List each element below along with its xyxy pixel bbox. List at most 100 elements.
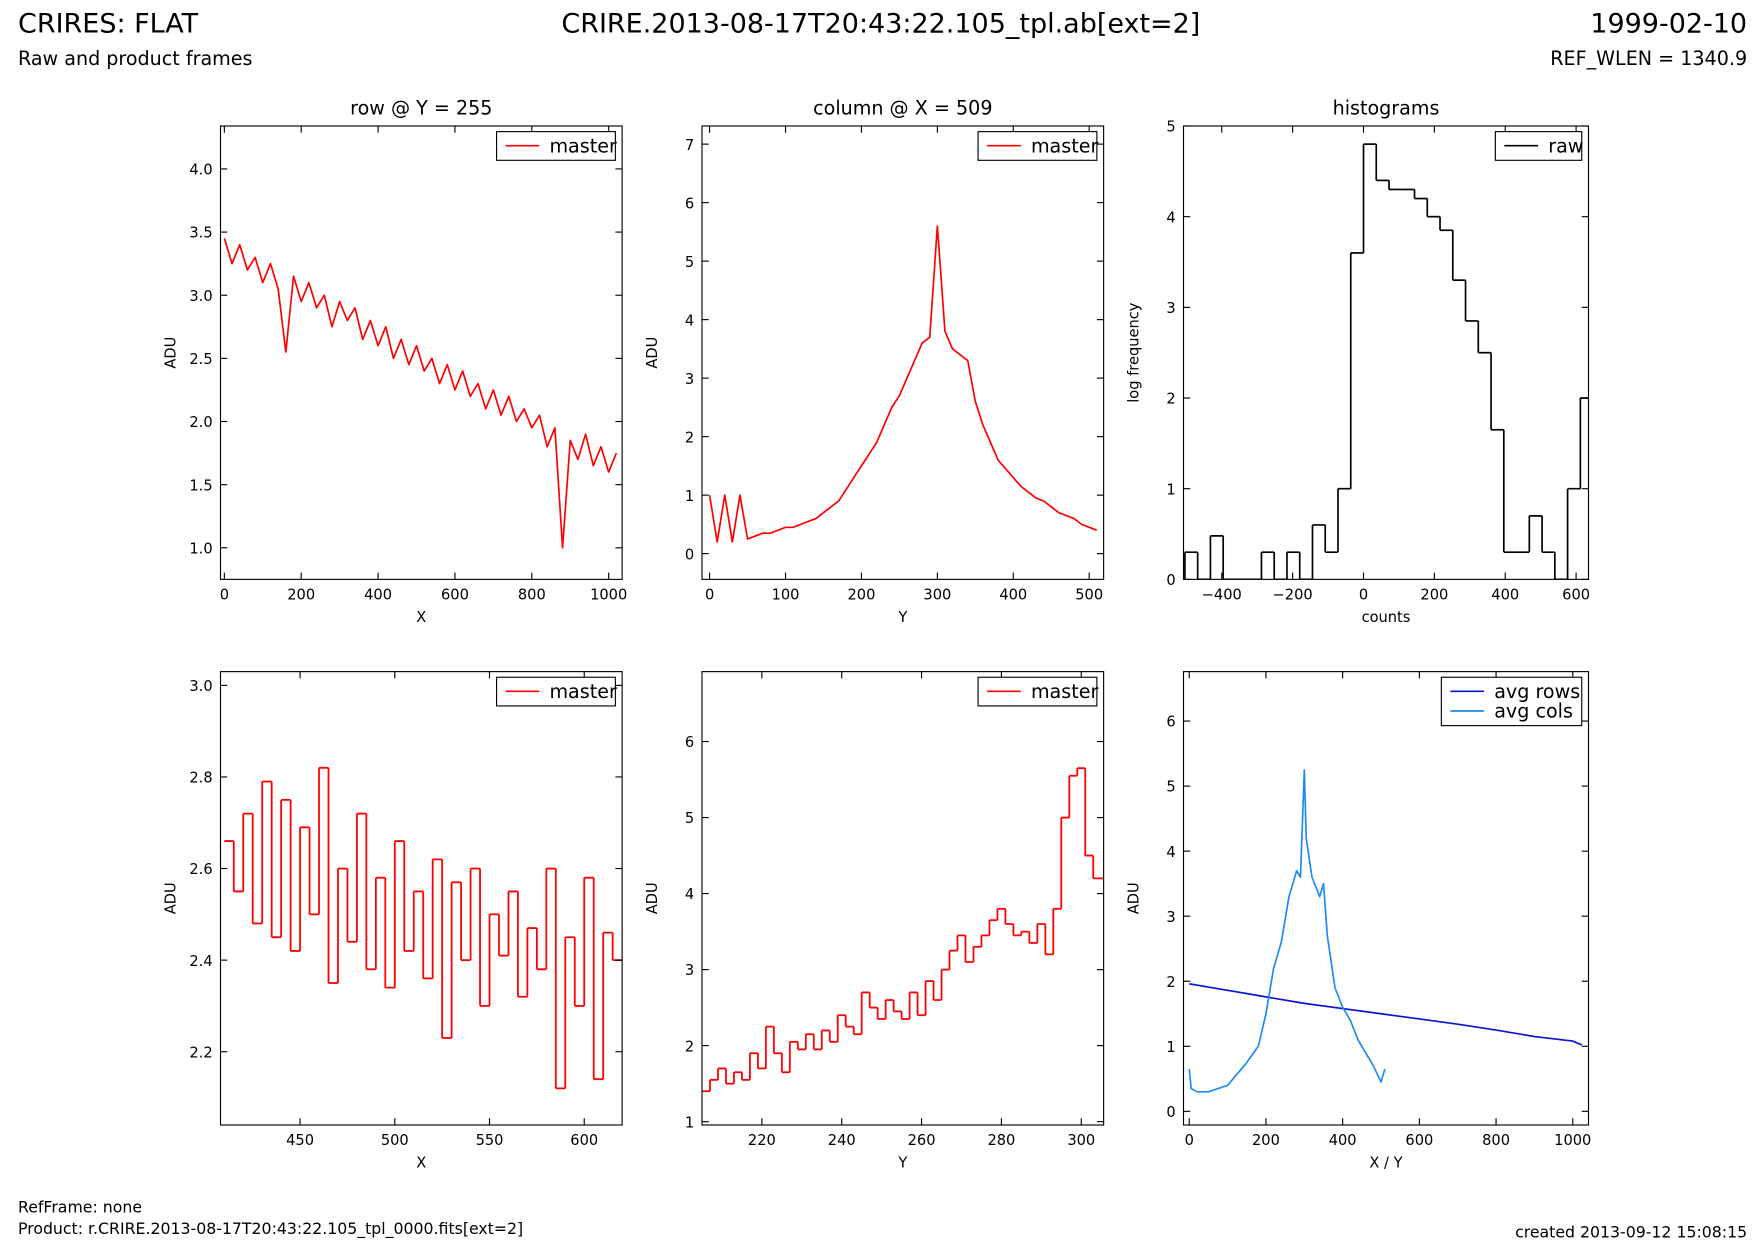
y-axis-label: ADU — [1125, 882, 1142, 914]
x-tick-label: 280 — [987, 1132, 1015, 1149]
series-line — [1188, 769, 1386, 1093]
date: 1999-02-10 — [1590, 9, 1747, 40]
y-tick-label: 2.8 — [189, 770, 212, 787]
y-tick-label: 2.2 — [189, 1044, 212, 1061]
panel-title: row @ Y = 255 — [350, 97, 492, 120]
x-tick-label: 100 — [772, 587, 800, 604]
y-axis-label: ADU — [644, 337, 661, 369]
y-tick-label: 1 — [685, 1114, 694, 1131]
x-axis-label: X — [416, 609, 426, 626]
y-tick-label: 3.0 — [189, 678, 212, 695]
legend-label: avg cols — [1494, 700, 1573, 723]
x-tick-label: 400 — [1329, 1132, 1357, 1149]
y-tick-label: 6 — [685, 734, 694, 751]
y-tick-label: 2 — [685, 1038, 694, 1055]
y-tick-label: 1 — [1166, 1039, 1175, 1056]
legend-label: avg rows — [1494, 680, 1580, 703]
y-axis-label: ADU — [163, 337, 180, 369]
x-axis-label: Y — [897, 609, 907, 626]
x-tick-label: 800 — [1482, 1132, 1510, 1149]
panel-title: column @ X = 509 — [813, 97, 992, 120]
x-tick-label: 0 — [1185, 1132, 1194, 1149]
series-line — [708, 225, 1098, 543]
plot-frame — [701, 671, 1105, 1126]
refframe: RefFrame: none — [18, 1198, 142, 1217]
x-tick-label: 600 — [441, 587, 469, 604]
plot-area — [1188, 769, 1583, 1093]
y-tick-label: 3.0 — [189, 288, 212, 305]
legend-label: master — [549, 134, 617, 157]
x-tick-label: 200 — [1420, 587, 1448, 604]
page-title: CRIRES: FLAT — [18, 9, 199, 40]
x-tick-label: 200 — [287, 587, 315, 604]
x-axis-label: X — [416, 1155, 426, 1172]
plot-frame — [219, 125, 623, 580]
y-tick-label: 4 — [1166, 209, 1175, 226]
y-tick-label: 4 — [1166, 844, 1175, 861]
plot-frame — [1182, 671, 1590, 1126]
y-tick-label: 2.0 — [189, 414, 212, 431]
x-tick-label: 550 — [476, 1132, 504, 1149]
page-subtitle: Raw and product frames — [18, 47, 253, 70]
y-tick-label: 1 — [685, 488, 694, 505]
plot-area — [224, 766, 623, 1090]
x-tick-label: 200 — [1252, 1132, 1280, 1149]
x-tick-label: 800 — [518, 587, 546, 604]
y-tick-label: 1.5 — [189, 477, 212, 494]
y-tick-label: 2.5 — [189, 351, 212, 368]
plot-frame — [219, 671, 623, 1126]
y-tick-label: 2 — [685, 429, 694, 446]
created: created 2013-09-12 15:08:15 — [1515, 1222, 1747, 1241]
y-axis-label: ADU — [644, 882, 661, 914]
y-tick-label: 6 — [1166, 714, 1175, 731]
x-tick-label: 400 — [999, 587, 1027, 604]
x-tick-label: 600 — [1405, 1132, 1433, 1149]
y-tick-label: 2 — [1166, 974, 1175, 991]
x-axis-label: X / Y — [1369, 1155, 1402, 1172]
plot-frame — [701, 125, 1105, 580]
product: Product: r.CRIRE.2013-08-17T20:43:22.105… — [18, 1219, 523, 1239]
x-tick-label: 500 — [381, 1132, 409, 1149]
legend-label: master — [549, 680, 617, 703]
y-tick-label: 0 — [1166, 1104, 1175, 1121]
x-tick-label: −400 — [1202, 587, 1242, 604]
plot-area — [223, 238, 618, 549]
series-line — [223, 238, 618, 549]
legend-label: raw — [1548, 134, 1583, 157]
y-tick-label: 3 — [1166, 909, 1175, 926]
y-tick-label: 4 — [685, 312, 694, 329]
y-tick-label: 2 — [1166, 391, 1175, 408]
x-tick-label: 200 — [847, 587, 875, 604]
y-axis-label: ADU — [163, 882, 180, 914]
y-tick-label: 0 — [685, 546, 694, 563]
y-tick-label: 5 — [1166, 119, 1175, 136]
x-tick-label: 1000 — [1554, 1132, 1591, 1149]
ref-wlen: REF_WLEN = 1340.9 — [1550, 47, 1747, 70]
file-name: CRIRE.2013-08-17T20:43:22.105_tpl.ab[ext… — [561, 9, 1200, 40]
legend-label: master — [1031, 134, 1099, 157]
x-tick-label: 400 — [1491, 587, 1519, 604]
x-tick-label: 0 — [220, 587, 229, 604]
x-tick-label: 0 — [705, 587, 714, 604]
legend-label: master — [1031, 680, 1099, 703]
plot-area — [708, 225, 1098, 543]
x-tick-label: 220 — [748, 1132, 776, 1149]
panel-title: histograms — [1333, 97, 1440, 120]
y-tick-label: 5 — [685, 254, 694, 271]
x-tick-label: 600 — [570, 1132, 598, 1149]
y-tick-label: 3 — [1166, 300, 1175, 317]
x-tick-label: 240 — [828, 1132, 856, 1149]
y-tick-label: 4 — [685, 886, 694, 903]
y-tick-label: 4.0 — [189, 162, 212, 179]
y-tick-label: 2.6 — [189, 861, 212, 878]
y-tick-label: 7 — [685, 137, 694, 154]
x-tick-label: 300 — [1067, 1132, 1095, 1149]
y-axis-label: log frequency — [1125, 302, 1142, 403]
x-tick-label: 600 — [1562, 587, 1590, 604]
x-tick-label: 500 — [1075, 587, 1103, 604]
legend-box — [1440, 676, 1583, 727]
y-tick-label: 5 — [685, 810, 694, 827]
